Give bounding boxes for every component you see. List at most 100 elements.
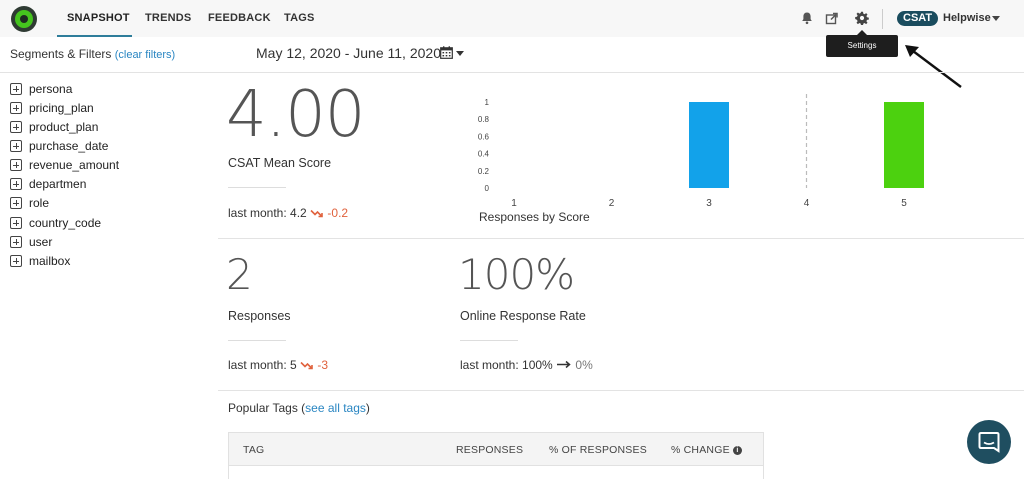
logo-icon[interactable] xyxy=(11,6,37,32)
nav-divider xyxy=(882,9,883,29)
plus-square-icon xyxy=(10,139,22,152)
tab-trends[interactable]: TRENDS xyxy=(145,12,192,24)
x-tick-label: 2 xyxy=(609,198,615,209)
plus-square-icon xyxy=(10,254,22,267)
segment-role[interactable]: role xyxy=(10,195,49,210)
x-tick-label: 1 xyxy=(511,198,517,209)
share-icon[interactable] xyxy=(825,11,839,25)
popular-tags-text: Popular Tags xyxy=(228,401,298,415)
response-rate-value: 100% xyxy=(458,250,575,299)
mean-score-label: CSAT Mean Score xyxy=(228,156,332,170)
bar-score-5[interactable] xyxy=(884,102,924,188)
section-divider xyxy=(218,238,1024,239)
tags-table-header: TAG RESPONSES % OF RESPONSES % CHANGE i xyxy=(228,432,764,466)
y-tick-label: 1 xyxy=(485,98,490,107)
responses-label: Responses xyxy=(228,309,291,323)
response-rate-divider xyxy=(460,340,518,341)
tab-snapshot[interactable]: SNAPSHOT xyxy=(67,12,130,24)
segment-departmen[interactable]: departmen xyxy=(10,176,86,191)
col-pct-change[interactable]: % CHANGE i xyxy=(671,444,742,456)
chevron-down-icon[interactable] xyxy=(992,16,1000,21)
clear-filters-link[interactable]: (clear filters) xyxy=(114,49,176,61)
segment-label: pricing_plan xyxy=(29,100,94,115)
bell-icon[interactable] xyxy=(800,11,814,25)
bar-score-3[interactable] xyxy=(689,102,729,188)
segment-product-plan[interactable]: product_plan xyxy=(10,119,98,134)
plus-square-icon xyxy=(10,196,22,209)
x-tick-label: 4 xyxy=(804,198,810,209)
col-pct-change-label: % CHANGE xyxy=(671,444,730,456)
plus-square-icon xyxy=(10,216,22,229)
y-tick-label: 0.4 xyxy=(478,150,490,159)
section-divider xyxy=(218,390,1024,391)
segment-label: role xyxy=(29,195,50,210)
plus-square-icon xyxy=(10,158,22,171)
col-responses[interactable]: RESPONSES xyxy=(456,444,524,456)
date-caret-icon[interactable] xyxy=(456,51,464,56)
responses-last-month: last month: 5 -3 xyxy=(228,358,328,372)
segment-label: departmen xyxy=(29,176,87,191)
trend-flat-icon xyxy=(557,360,571,369)
y-tick-label: 0 xyxy=(485,184,490,193)
annotation-arrow-icon xyxy=(905,45,962,88)
trend-down-icon xyxy=(300,361,313,370)
segment-label: user xyxy=(29,234,53,249)
segments-filters-title: Segments & Filters (clear filters) xyxy=(10,47,175,61)
segment-label: product_plan xyxy=(29,119,99,134)
trend-down-icon xyxy=(310,209,323,218)
see-all-tags-link[interactable]: see all tags xyxy=(305,401,366,415)
segment-label: persona xyxy=(29,81,73,96)
response-rate-last-month-value: last month: 100% xyxy=(460,358,553,372)
plus-square-icon xyxy=(10,82,22,95)
tab-tags[interactable]: TAGS xyxy=(284,12,315,24)
plus-square-icon xyxy=(10,235,22,248)
responses-last-month-value: last month: 5 xyxy=(228,358,297,372)
responses-by-score-chart: 0 0.2 0.4 0.6 0.8 1 1 2 3 4 5 xyxy=(478,94,924,209)
calendar-icon[interactable] xyxy=(440,46,453,59)
header-divider xyxy=(0,72,1024,73)
chart-title: Responses by Score xyxy=(479,210,590,224)
segment-country-code[interactable]: country_code xyxy=(10,215,101,230)
segment-label: purchase_date xyxy=(29,138,109,153)
response-rate-label: Online Response Rate xyxy=(460,309,586,323)
response-rate-change: 0% xyxy=(575,358,593,372)
col-tag[interactable]: TAG xyxy=(243,444,265,456)
col-pct-responses[interactable]: % OF RESPONSES xyxy=(549,444,647,456)
plus-square-icon xyxy=(10,101,22,114)
segment-label: mailbox xyxy=(29,253,71,268)
survey-badge[interactable]: CSAT xyxy=(897,11,939,26)
y-tick-label: 0.8 xyxy=(478,115,490,124)
plus-square-icon xyxy=(10,120,22,133)
active-tab-indicator xyxy=(57,35,132,37)
y-tick-label: 0.2 xyxy=(478,167,490,176)
mean-score-last-month-value: last month: 4.2 xyxy=(228,206,307,220)
info-icon[interactable]: i xyxy=(732,446,742,455)
settings-tooltip: Settings xyxy=(826,30,898,57)
gear-icon[interactable] xyxy=(855,11,869,25)
segment-user[interactable]: user xyxy=(10,234,52,249)
top-nav: SNAPSHOT TRENDS FEEDBACK TAGS CSAT Helpw… xyxy=(0,0,1024,37)
chat-button[interactable] xyxy=(967,420,1011,464)
segment-revenue-amount[interactable]: revenue_amount xyxy=(10,157,119,172)
segment-persona[interactable]: persona xyxy=(10,81,72,96)
app-name[interactable]: Helpwise xyxy=(943,12,991,24)
segment-mailbox[interactable]: mailbox xyxy=(10,253,70,268)
mean-score-divider xyxy=(228,187,286,188)
segment-purchase-date[interactable]: purchase_date xyxy=(10,138,108,153)
table-row xyxy=(228,466,764,479)
segment-pricing-plan[interactable]: pricing_plan xyxy=(10,100,94,115)
segments-title-text: Segments & Filters xyxy=(10,47,112,61)
responses-change: -3 xyxy=(317,358,329,372)
responses-value: 2 xyxy=(226,250,253,299)
tab-feedback[interactable]: FEEDBACK xyxy=(208,12,271,24)
popular-tags-title: Popular Tags (see all tags) xyxy=(228,401,370,415)
x-tick-label: 3 xyxy=(706,198,712,209)
date-range[interactable]: May 12, 2020 - June 11, 2020 xyxy=(256,45,441,61)
mean-score-last-month: last month: 4.2 -0.2 xyxy=(228,206,348,220)
plus-square-icon xyxy=(10,177,22,190)
y-tick-label: 0.6 xyxy=(478,132,490,141)
x-tick-label: 5 xyxy=(901,198,907,209)
chat-icon xyxy=(978,432,1000,453)
mean-score-value: 4.00 xyxy=(226,78,365,152)
segment-label: country_code xyxy=(29,215,102,230)
